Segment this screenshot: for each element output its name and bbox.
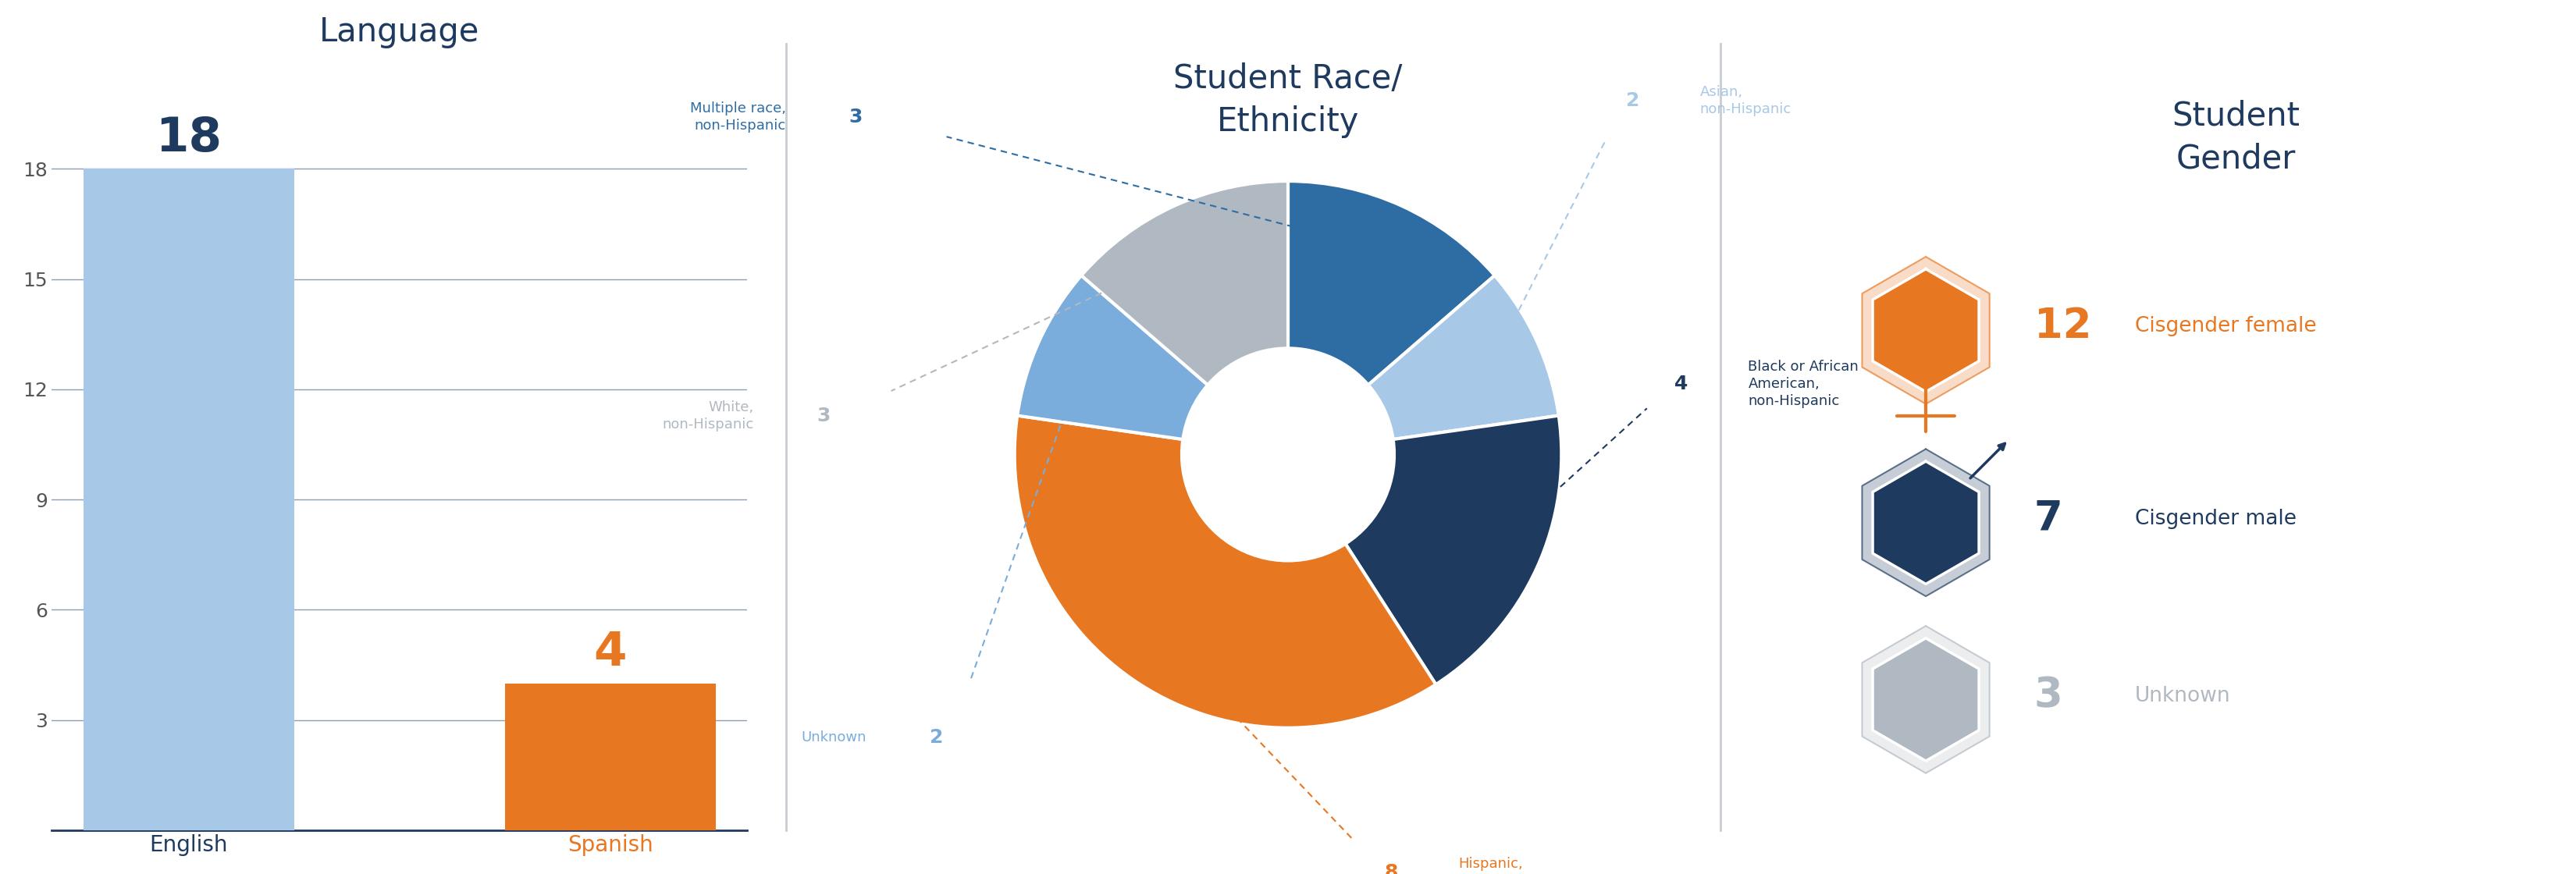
Polygon shape: [1862, 449, 1989, 596]
Text: Asian,
non-Hispanic: Asian, non-Hispanic: [1700, 85, 1790, 116]
Text: Student Race/
Ethnicity: Student Race/ Ethnicity: [1175, 62, 1401, 138]
Text: 3: 3: [817, 406, 837, 426]
Text: 18: 18: [155, 115, 222, 162]
Text: Multiple race,
non-Hispanic: Multiple race, non-Hispanic: [690, 101, 786, 133]
Title: Student Preferred
Language: Student Preferred Language: [255, 0, 544, 49]
Wedge shape: [1082, 181, 1288, 385]
Text: Cisgender male: Cisgender male: [2136, 509, 2298, 529]
Wedge shape: [1288, 181, 1494, 385]
Bar: [505, 683, 716, 830]
Wedge shape: [1015, 415, 1435, 728]
Text: Unknown: Unknown: [2136, 685, 2231, 706]
Text: 12: 12: [2035, 306, 2092, 347]
Polygon shape: [1862, 626, 1989, 773]
Text: Student
Gender: Student Gender: [2172, 100, 2300, 176]
Text: 4: 4: [592, 630, 626, 676]
Bar: [82, 169, 294, 830]
Text: White,
non-Hispanic: White, non-Hispanic: [662, 400, 755, 432]
Polygon shape: [1873, 269, 1978, 392]
Text: Unknown: Unknown: [801, 731, 866, 745]
Text: Hispanic,
Latino/a/x: Hispanic, Latino/a/x: [1458, 857, 1528, 874]
Polygon shape: [1873, 638, 1978, 761]
Wedge shape: [1018, 275, 1208, 440]
Text: 4: 4: [1674, 374, 1695, 393]
Text: Black or African
American,
non-Hispanic: Black or African American, non-Hispanic: [1749, 359, 1860, 408]
Wedge shape: [1368, 275, 1558, 440]
Polygon shape: [1862, 257, 1989, 404]
Text: Cisgender female: Cisgender female: [2136, 316, 2316, 336]
Text: 3: 3: [2035, 676, 2063, 716]
Text: 3: 3: [850, 108, 871, 126]
Text: 7: 7: [2035, 498, 2063, 539]
Text: 2: 2: [930, 728, 951, 747]
Text: 8: 8: [1383, 864, 1404, 874]
Polygon shape: [1873, 461, 1978, 584]
Text: 2: 2: [1625, 91, 1646, 110]
Wedge shape: [1345, 415, 1561, 684]
